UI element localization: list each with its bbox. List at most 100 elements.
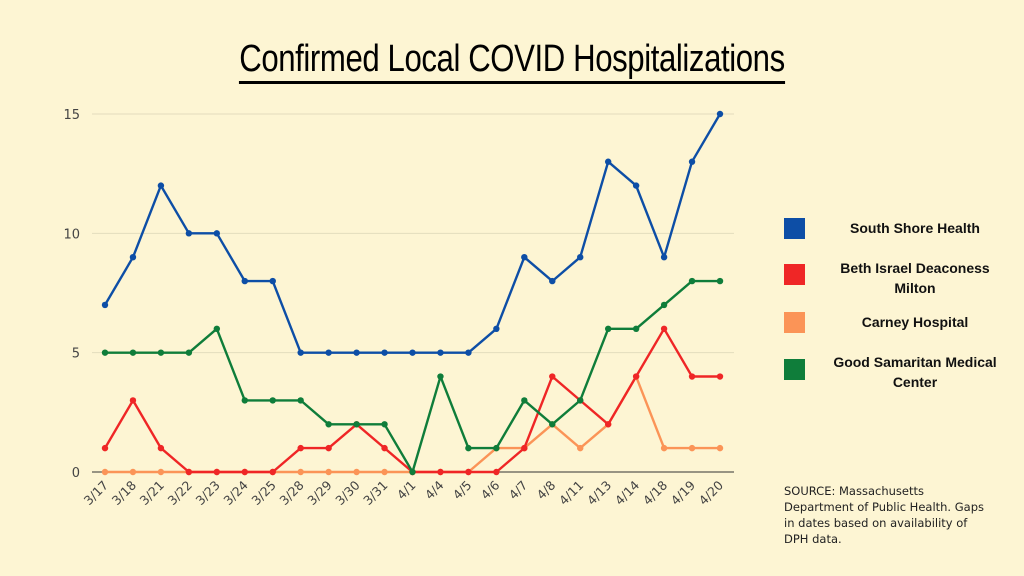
data-point-south-shore-health-4-14 [632, 182, 640, 189]
data-point-beth-israel-deaconess-milton-4-5 [465, 468, 472, 476]
legend-label-beth-israel: Beth Israel Deaconess Milton [840, 260, 990, 296]
data-point-south-shore-health-3-23 [213, 230, 221, 237]
data-point-beth-israel-deaconess-milton-4-8 [549, 373, 556, 380]
legend-swatch-good-samaritan [784, 359, 805, 380]
data-point-south-shore-health-4-19 [688, 158, 696, 165]
data-point-good-samaritan-medical-center-4-19 [688, 277, 696, 285]
data-point-south-shore-health-3-25 [269, 277, 276, 285]
x-tick-label-3-22: 3/22 [165, 478, 195, 508]
x-tick-label-4-8: 4/8 [534, 477, 559, 502]
data-point-good-samaritan-medical-center-3-30 [353, 421, 360, 428]
data-point-beth-israel-deaconess-milton-3-23 [213, 468, 221, 476]
data-point-beth-israel-deaconess-milton-4-7 [521, 444, 528, 452]
data-point-good-samaritan-medical-center-4-14 [632, 325, 640, 332]
x-tick-label-4-19: 4/19 [668, 477, 698, 507]
data-point-south-shore-health-4-8 [549, 277, 556, 285]
data-point-carney-hospital-3-30 [353, 468, 360, 476]
data-point-carney-hospital-3-31 [381, 468, 388, 476]
legend-label-carney: Carney Hospital [861, 314, 969, 330]
data-point-carney-hospital-3-29 [325, 468, 332, 476]
data-point-good-samaritan-medical-center-3-25 [269, 397, 276, 404]
data-point-good-samaritan-medical-center-4-13 [604, 325, 612, 332]
data-point-good-samaritan-medical-center-3-17 [101, 349, 109, 356]
legend-label-good-samaritan: Good Samaritan Medical Center [833, 354, 997, 390]
y-tick-label-10: 10 [63, 227, 80, 242]
data-point-south-shore-health-3-22 [185, 230, 193, 237]
data-point-good-samaritan-medical-center-4-11 [577, 397, 584, 404]
data-point-south-shore-health-4-20 [716, 110, 724, 118]
x-tick-label-4-20: 4/20 [696, 477, 726, 507]
x-tick-label-3-29: 3/29 [304, 477, 334, 507]
data-point-good-samaritan-medical-center-3-24 [241, 397, 248, 404]
x-tick-label-3-28: 3/28 [276, 477, 306, 507]
data-point-carney-hospital-3-18 [129, 468, 137, 476]
source-note: SOURCE: Massachusetts Department of Publ… [784, 484, 984, 546]
x-tick-label-3-30: 3/30 [332, 477, 362, 507]
data-point-south-shore-health-3-21 [157, 182, 165, 189]
data-point-beth-israel-deaconess-milton-3-21 [157, 444, 165, 452]
x-tick-label-3-25: 3/25 [248, 478, 278, 508]
data-point-good-samaritan-medical-center-4-1 [409, 468, 416, 476]
data-point-south-shore-health-4-18 [660, 254, 668, 261]
data-point-south-shore-health-4-5 [465, 349, 472, 356]
data-point-south-shore-health-4-4 [437, 349, 444, 356]
data-point-beth-israel-deaconess-milton-3-17 [101, 444, 109, 452]
series-line-good-samaritan-medical-center [103, 279, 722, 474]
data-point-south-shore-health-3-28 [297, 349, 304, 356]
y-tick-label-0: 0 [72, 466, 80, 481]
x-tick-label-3-18: 3/18 [109, 477, 139, 507]
data-point-south-shore-health-3-17 [101, 301, 109, 309]
x-tick-label-4-13: 4/13 [584, 478, 614, 508]
data-point-beth-israel-deaconess-milton-3-22 [185, 468, 193, 476]
x-tick-label-4-5: 4/5 [450, 478, 475, 503]
legend-swatch-carney [784, 312, 805, 333]
x-tick-label-4-1: 4/1 [394, 478, 419, 503]
data-point-beth-israel-deaconess-milton-3-31 [381, 444, 388, 452]
x-tick-label-3-24: 3/24 [220, 477, 250, 507]
data-point-good-samaritan-medical-center-4-4 [437, 373, 444, 380]
data-point-south-shore-health-3-31 [381, 349, 388, 356]
data-point-beth-israel-deaconess-milton-4-4 [437, 468, 444, 476]
x-tick-label-3-17: 3/17 [81, 478, 111, 508]
data-point-carney-hospital-3-17 [101, 468, 109, 476]
x-tick-label-4-14: 4/14 [612, 477, 642, 507]
data-point-carney-hospital-4-20 [716, 444, 724, 452]
data-point-south-shore-health-3-18 [129, 254, 137, 261]
data-point-good-samaritan-medical-center-4-8 [549, 421, 556, 428]
chart-title: Confirmed Local COVID Hospitalizations [92, 38, 932, 84]
data-point-beth-israel-deaconess-milton-4-13 [604, 421, 612, 428]
y-tick-label-15: 15 [63, 108, 80, 123]
data-point-carney-hospital-3-21 [157, 468, 165, 476]
data-point-carney-hospital-3-28 [297, 468, 304, 476]
data-point-good-samaritan-medical-center-3-18 [129, 349, 137, 356]
data-point-south-shore-health-4-7 [521, 254, 528, 261]
x-tick-label-3-21: 3/21 [137, 478, 167, 508]
data-point-south-shore-health-4-11 [577, 254, 584, 261]
data-point-south-shore-health-4-13 [604, 158, 612, 165]
data-point-good-samaritan-medical-center-4-20 [716, 277, 724, 285]
data-point-south-shore-health-3-30 [353, 349, 360, 356]
data-point-south-shore-health-3-29 [325, 349, 332, 356]
data-point-beth-israel-deaconess-milton-4-18 [660, 325, 668, 332]
data-point-south-shore-health-3-24 [241, 277, 248, 285]
data-point-beth-israel-deaconess-milton-3-18 [129, 397, 137, 404]
legend-label-south-shore: South Shore Health [850, 220, 980, 236]
data-point-beth-israel-deaconess-milton-3-29 [325, 444, 332, 452]
data-point-good-samaritan-medical-center-4-6 [493, 444, 500, 452]
x-tick-label-4-11: 4/11 [556, 478, 586, 508]
x-tick-label-3-23: 3/23 [192, 478, 222, 508]
legend-swatch-beth-israel [784, 264, 805, 285]
x-tick-label-4-18: 4/18 [640, 477, 670, 507]
data-point-beth-israel-deaconess-milton-3-24 [241, 468, 248, 476]
x-tick-label-4-6: 4/6 [478, 477, 503, 502]
data-point-beth-israel-deaconess-milton-4-6 [493, 468, 500, 476]
data-point-beth-israel-deaconess-milton-3-25 [269, 468, 276, 476]
data-point-carney-hospital-4-18 [660, 444, 668, 452]
y-tick-label-5: 5 [72, 347, 80, 362]
data-point-south-shore-health-4-1 [409, 349, 416, 356]
data-point-good-samaritan-medical-center-4-7 [521, 397, 528, 404]
data-point-carney-hospital-4-11 [577, 444, 584, 452]
data-point-carney-hospital-4-19 [688, 444, 696, 452]
data-point-beth-israel-deaconess-milton-4-20 [716, 373, 724, 380]
